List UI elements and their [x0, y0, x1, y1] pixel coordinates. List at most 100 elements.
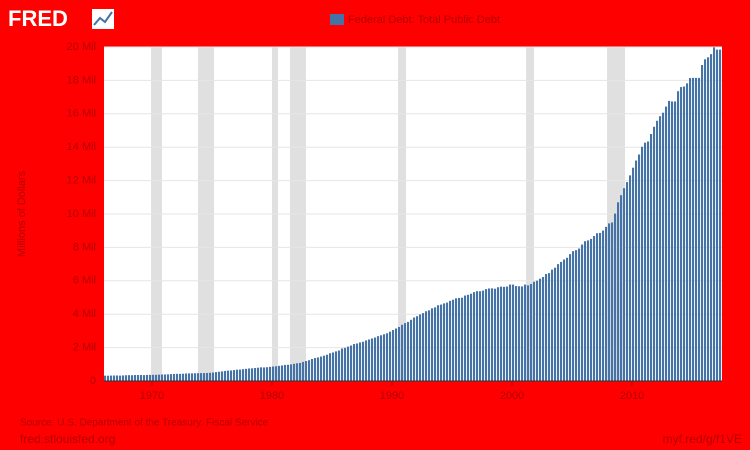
bar — [269, 366, 272, 381]
bar — [521, 286, 524, 381]
y-tick-label: 4 Mil — [73, 308, 96, 320]
bar — [515, 286, 518, 381]
bar — [641, 146, 644, 381]
bar — [575, 250, 578, 381]
bar — [443, 303, 446, 381]
bar — [329, 353, 332, 381]
bar — [422, 313, 425, 381]
bar — [233, 370, 236, 381]
bar — [560, 261, 563, 381]
bar — [122, 375, 125, 381]
bar — [470, 293, 473, 381]
bar — [356, 343, 359, 381]
bar — [347, 346, 350, 381]
bar — [683, 86, 686, 381]
bar — [338, 350, 341, 381]
bar — [308, 360, 311, 381]
bar — [713, 47, 716, 382]
bar — [185, 373, 188, 381]
bar — [134, 375, 137, 381]
bar — [689, 78, 692, 382]
bar — [398, 327, 401, 381]
bar — [407, 321, 410, 381]
bar — [572, 251, 575, 381]
bar — [413, 317, 416, 381]
bar — [500, 286, 503, 381]
bar — [482, 290, 485, 381]
y-tick-label: 18 Mil — [67, 74, 96, 86]
bar — [203, 373, 206, 381]
bar — [488, 288, 491, 381]
bar — [590, 238, 593, 381]
bar — [548, 273, 551, 381]
bar — [149, 374, 152, 381]
bar — [146, 374, 149, 381]
bar — [143, 375, 146, 381]
bar — [167, 374, 170, 381]
y-tick-label: 8 Mil — [73, 241, 96, 253]
bar — [383, 334, 386, 381]
bar — [701, 65, 704, 382]
bar — [479, 291, 482, 381]
bar — [362, 341, 365, 381]
bar — [707, 57, 710, 382]
legend-label: Federal Debt: Total Public Debt — [348, 14, 500, 26]
x-tick-label: 2000 — [500, 390, 524, 402]
bar — [674, 101, 677, 381]
bar — [401, 324, 404, 381]
bar — [452, 299, 455, 381]
bar — [287, 364, 290, 381]
y-tick-label: 20 Mil — [67, 41, 96, 53]
bar — [434, 307, 437, 381]
bar — [605, 226, 608, 381]
bar — [455, 298, 458, 381]
bar — [437, 305, 440, 381]
bar — [425, 311, 428, 381]
bar — [629, 175, 632, 381]
bar — [392, 330, 395, 381]
bar — [293, 363, 296, 381]
bar — [179, 373, 182, 381]
bar — [128, 375, 131, 381]
bar — [368, 339, 371, 381]
bar — [563, 259, 566, 381]
bar — [551, 269, 554, 381]
bar — [107, 375, 110, 381]
bar — [113, 375, 116, 381]
bar — [518, 286, 521, 381]
bar — [119, 375, 122, 381]
bar — [626, 182, 629, 381]
bar — [557, 264, 560, 381]
bar — [494, 288, 497, 381]
bar — [686, 83, 689, 381]
bar — [620, 195, 623, 381]
bar — [272, 366, 275, 381]
bar — [353, 344, 356, 381]
bar — [389, 331, 392, 381]
bar — [374, 337, 377, 381]
bar — [506, 286, 509, 381]
bar — [110, 375, 113, 381]
bar — [245, 368, 248, 381]
bar — [533, 281, 536, 381]
bar — [131, 375, 134, 381]
bar — [320, 356, 323, 381]
bar — [473, 292, 476, 381]
bar — [431, 308, 434, 381]
x-tick-label: 1990 — [380, 390, 404, 402]
bar — [614, 213, 617, 381]
bar — [125, 375, 128, 381]
bar — [140, 374, 143, 381]
bar — [446, 302, 449, 381]
bar — [263, 367, 266, 381]
bar — [539, 278, 542, 381]
y-tick-label: 10 Mil — [67, 208, 96, 220]
bar — [194, 373, 197, 381]
bar — [536, 280, 539, 381]
bar — [332, 352, 335, 381]
bar — [665, 106, 668, 381]
bar — [587, 240, 590, 381]
bar — [257, 367, 260, 381]
bar — [671, 101, 674, 381]
bar — [326, 354, 329, 381]
